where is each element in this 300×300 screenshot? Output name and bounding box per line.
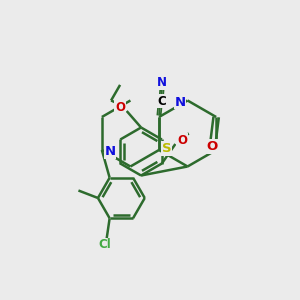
Text: O: O: [206, 140, 217, 153]
Text: Cl: Cl: [99, 238, 112, 251]
Text: O: O: [177, 134, 187, 147]
Text: N: N: [157, 76, 167, 89]
Text: N: N: [105, 145, 116, 158]
Text: S: S: [162, 142, 171, 155]
Text: O: O: [115, 101, 125, 114]
Text: C: C: [157, 95, 166, 108]
Text: N: N: [175, 95, 186, 109]
